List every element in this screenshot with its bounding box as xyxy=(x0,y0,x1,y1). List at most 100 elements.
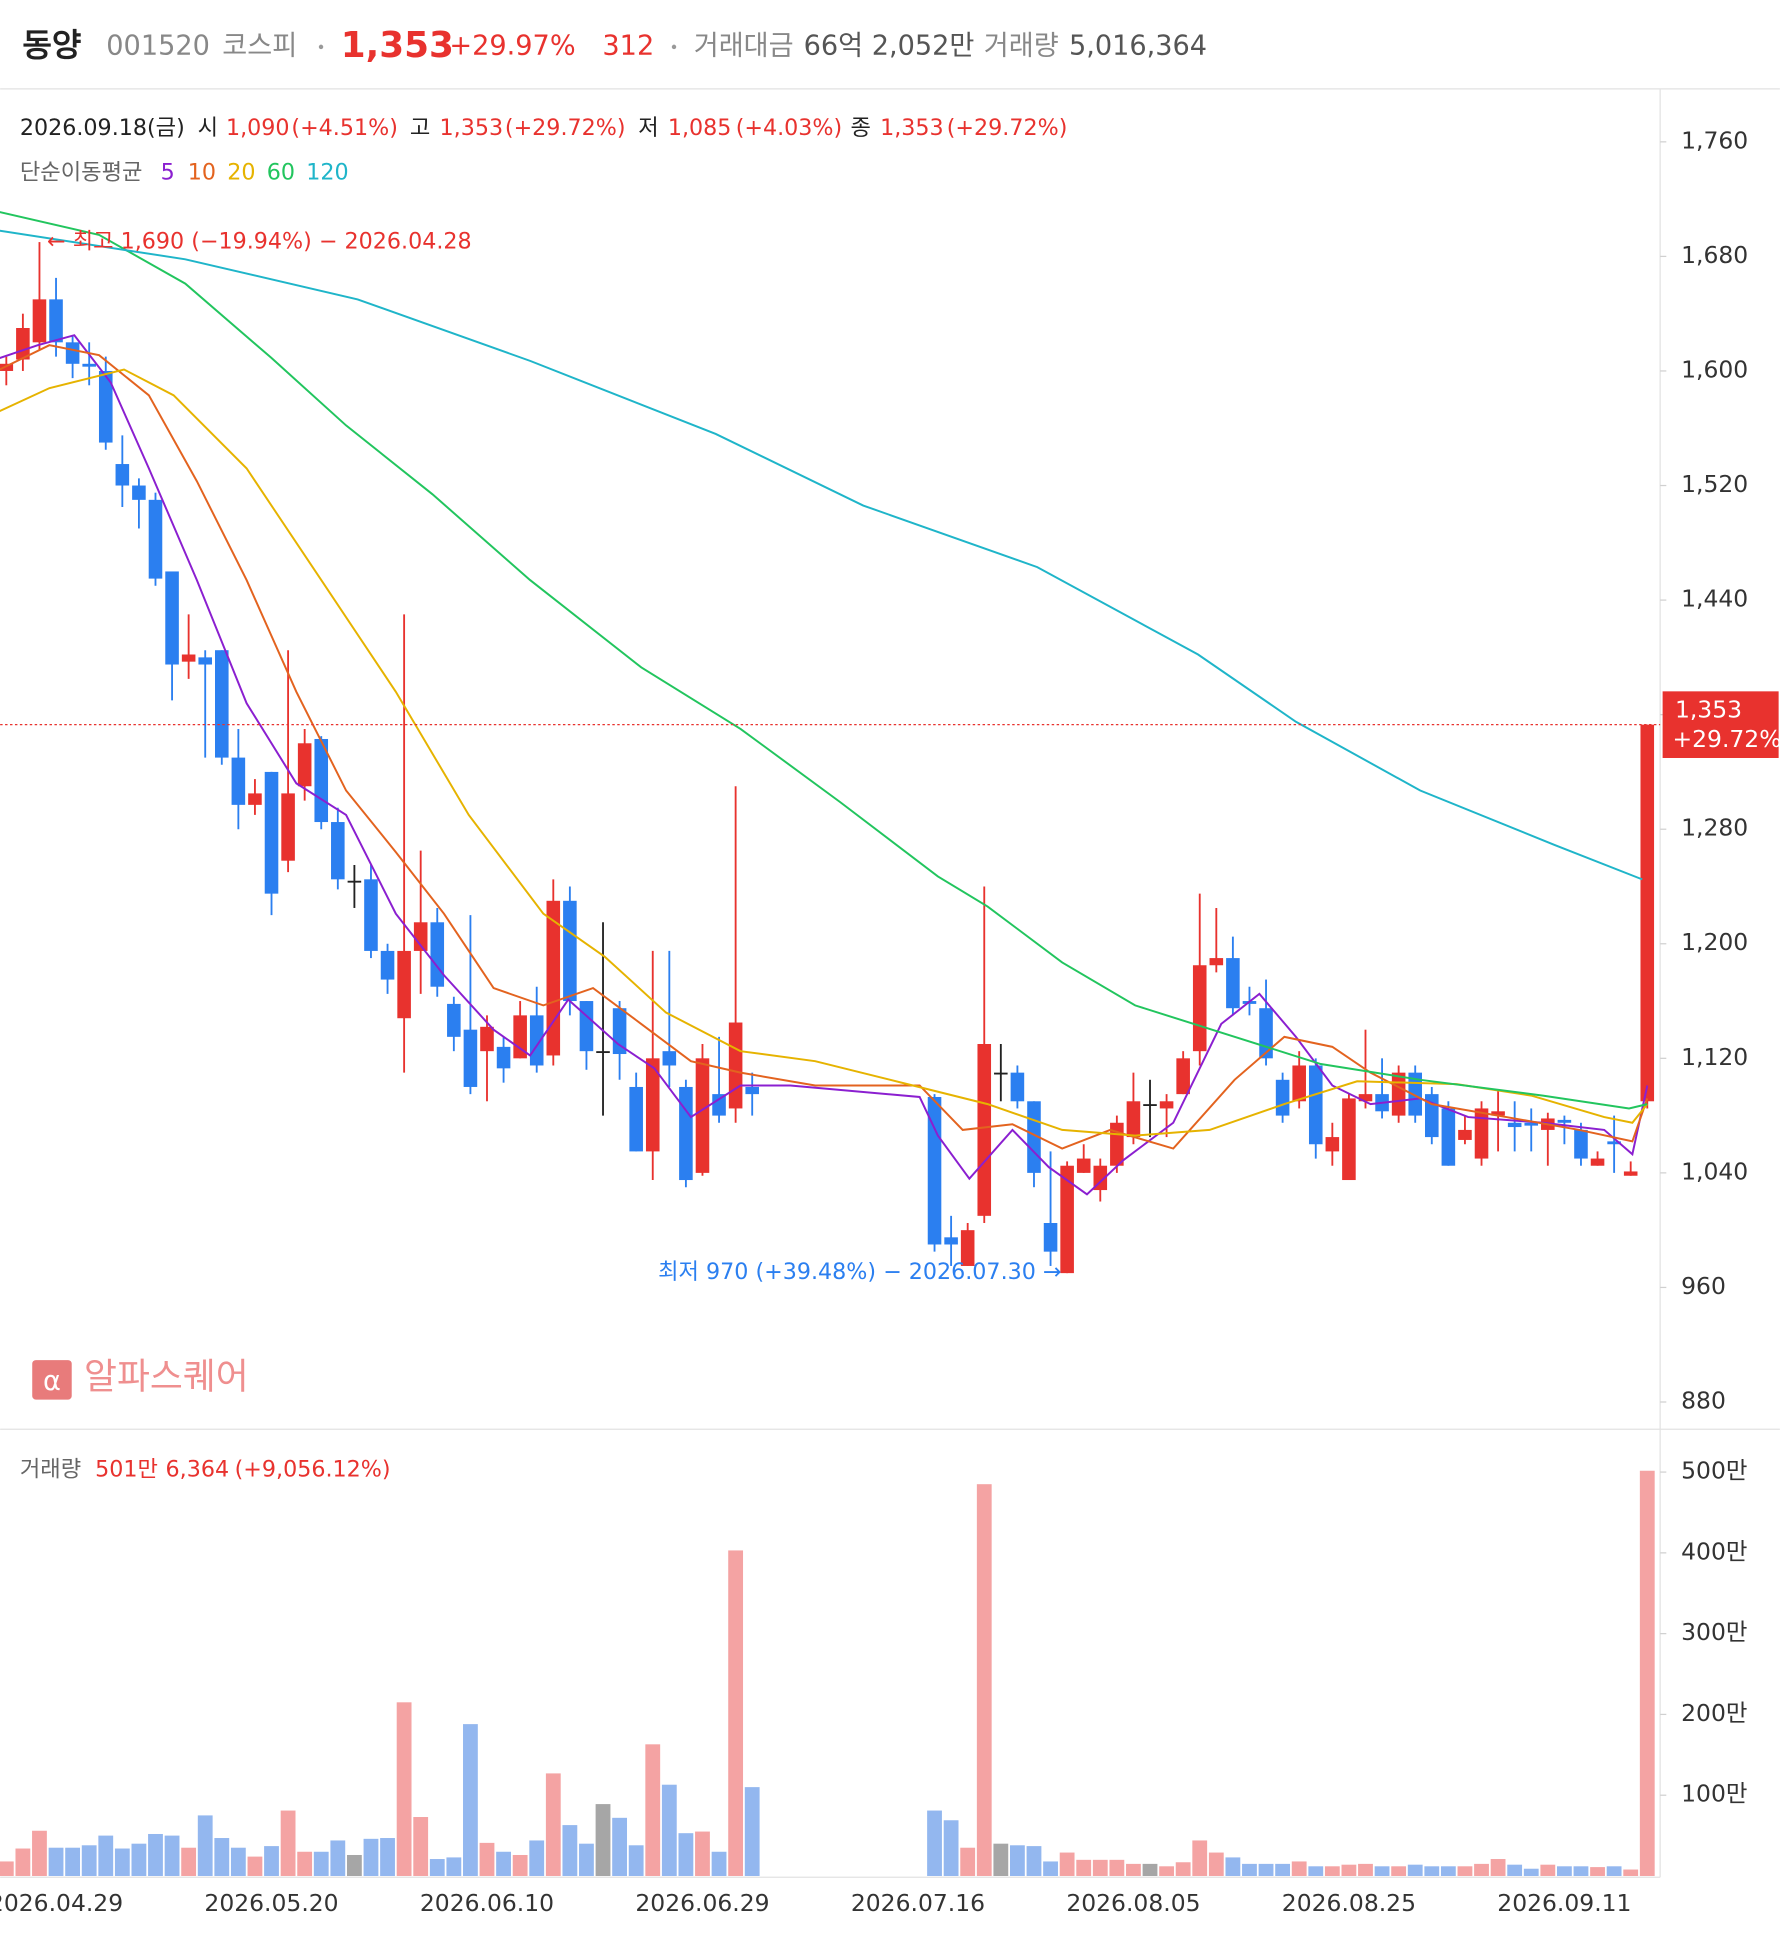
y-tick-label: 880 xyxy=(1681,1387,1726,1415)
volume-bar xyxy=(463,1724,478,1876)
candle-body xyxy=(1176,1058,1190,1095)
volume-bar xyxy=(1142,1863,1158,1876)
volume-bar xyxy=(280,1810,296,1876)
volume-bar xyxy=(645,1744,661,1876)
volume-bar xyxy=(695,1831,710,1876)
candle-body xyxy=(1342,1098,1356,1181)
volume-bar xyxy=(131,1843,147,1876)
volume: 5,016,364 xyxy=(1069,30,1207,61)
last-price-box xyxy=(1662,691,1779,758)
volume-tick-label: 500만 xyxy=(1681,1457,1747,1485)
candle-body xyxy=(679,1086,693,1181)
candle-body xyxy=(1325,1137,1340,1152)
legend-change: (+29.72%) xyxy=(947,115,1068,141)
candle-body xyxy=(596,1051,610,1054)
volume-bar xyxy=(264,1846,279,1876)
volume-bar xyxy=(628,1845,644,1876)
candle-body xyxy=(331,822,345,880)
price: 1,353 xyxy=(341,25,454,66)
ma-legend: 120 xyxy=(306,159,348,185)
candle-body xyxy=(960,1230,975,1266)
candle-body xyxy=(944,1237,958,1245)
candle-body xyxy=(1458,1129,1472,1140)
candle-body xyxy=(181,654,196,662)
volume-bar xyxy=(728,1550,744,1876)
volume-bar xyxy=(396,1702,412,1876)
candle-body xyxy=(1043,1223,1058,1252)
legend-label: 저 xyxy=(638,115,658,141)
x-tick-label: 2026.04.29 xyxy=(0,1889,123,1917)
volume-bar xyxy=(1126,1863,1141,1876)
candle-body xyxy=(1507,1122,1522,1128)
volume-bar xyxy=(976,1484,992,1876)
candle-body xyxy=(65,342,80,364)
volume-legend-change: (+9,056.12%) xyxy=(235,1456,391,1482)
x-tick-label: 2026.06.29 xyxy=(635,1889,769,1917)
volume-bar xyxy=(1225,1857,1241,1876)
candle-body xyxy=(1209,958,1224,966)
legend-label: 고 xyxy=(410,115,430,141)
volume-bar xyxy=(1358,1863,1373,1876)
y-tick-label: 1,600 xyxy=(1681,355,1748,383)
ma-legend: 20 xyxy=(227,159,255,185)
volume-bar xyxy=(81,1845,97,1876)
volume-bar xyxy=(214,1838,230,1876)
volume-bar xyxy=(1623,1869,1639,1876)
moving-average-line xyxy=(0,334,1649,1196)
watermark-icon xyxy=(32,1360,72,1400)
y-tick-label: 1,120 xyxy=(1681,1043,1748,1071)
x-tick-label: 2026.07.16 xyxy=(851,1889,985,1917)
candle-body xyxy=(0,363,14,371)
volume-bar xyxy=(1258,1863,1274,1876)
candle-body xyxy=(463,1029,478,1087)
candle-body xyxy=(347,880,362,883)
volume-bar xyxy=(1308,1866,1324,1876)
volume-bar xyxy=(1424,1866,1440,1876)
volume-bar xyxy=(595,1804,611,1876)
candle-body xyxy=(413,922,428,951)
volume-bar xyxy=(0,1861,14,1876)
moving-average-line xyxy=(0,229,1643,881)
x-tick-label: 2026.09.11 xyxy=(1497,1889,1631,1917)
legend-change: (+4.03%) xyxy=(736,115,842,141)
volume-bar xyxy=(148,1833,163,1876)
volume-bar xyxy=(197,1815,213,1876)
candle-body xyxy=(579,1001,594,1052)
volume-bar xyxy=(678,1833,694,1876)
ma-legend: 60 xyxy=(267,159,295,185)
volume-bar xyxy=(1175,1862,1191,1876)
volume-bar xyxy=(1192,1840,1208,1876)
volume-bar xyxy=(32,1830,47,1876)
volume-bar xyxy=(1208,1852,1224,1876)
legend-value: 1,353 xyxy=(880,115,944,141)
candle-body xyxy=(1126,1101,1141,1138)
y-tick-label: 1,200 xyxy=(1681,928,1748,956)
volume-bar xyxy=(545,1773,561,1876)
candle-body xyxy=(1474,1108,1489,1159)
candle-body xyxy=(1076,1158,1091,1173)
volume-bar xyxy=(1606,1866,1622,1876)
candle-body xyxy=(480,1026,494,1052)
candle-body xyxy=(165,571,179,665)
y-tick-label: 1,680 xyxy=(1681,241,1748,269)
volume-tick-label: 300만 xyxy=(1681,1618,1747,1646)
moving-average-line xyxy=(0,211,1648,1110)
candle-body xyxy=(215,650,229,758)
volume-bar xyxy=(612,1817,628,1876)
y-tick-label: 1,520 xyxy=(1681,470,1748,498)
volume-bar xyxy=(1059,1852,1075,1876)
candle-body xyxy=(198,657,213,665)
volume-bar xyxy=(1341,1864,1357,1876)
candle-body xyxy=(1491,1111,1505,1116)
volume-bar xyxy=(363,1838,379,1876)
change: 312 xyxy=(602,30,654,61)
candle-body xyxy=(1159,1101,1174,1109)
candle-body xyxy=(695,1058,710,1173)
volume-bar xyxy=(164,1835,180,1876)
y-tick-label: 1,760 xyxy=(1681,126,1748,154)
x-tick-label: 2026.05.20 xyxy=(204,1889,338,1917)
separator-dot xyxy=(318,44,324,50)
moving-average-line xyxy=(0,344,1649,1150)
candle-body xyxy=(264,771,279,894)
